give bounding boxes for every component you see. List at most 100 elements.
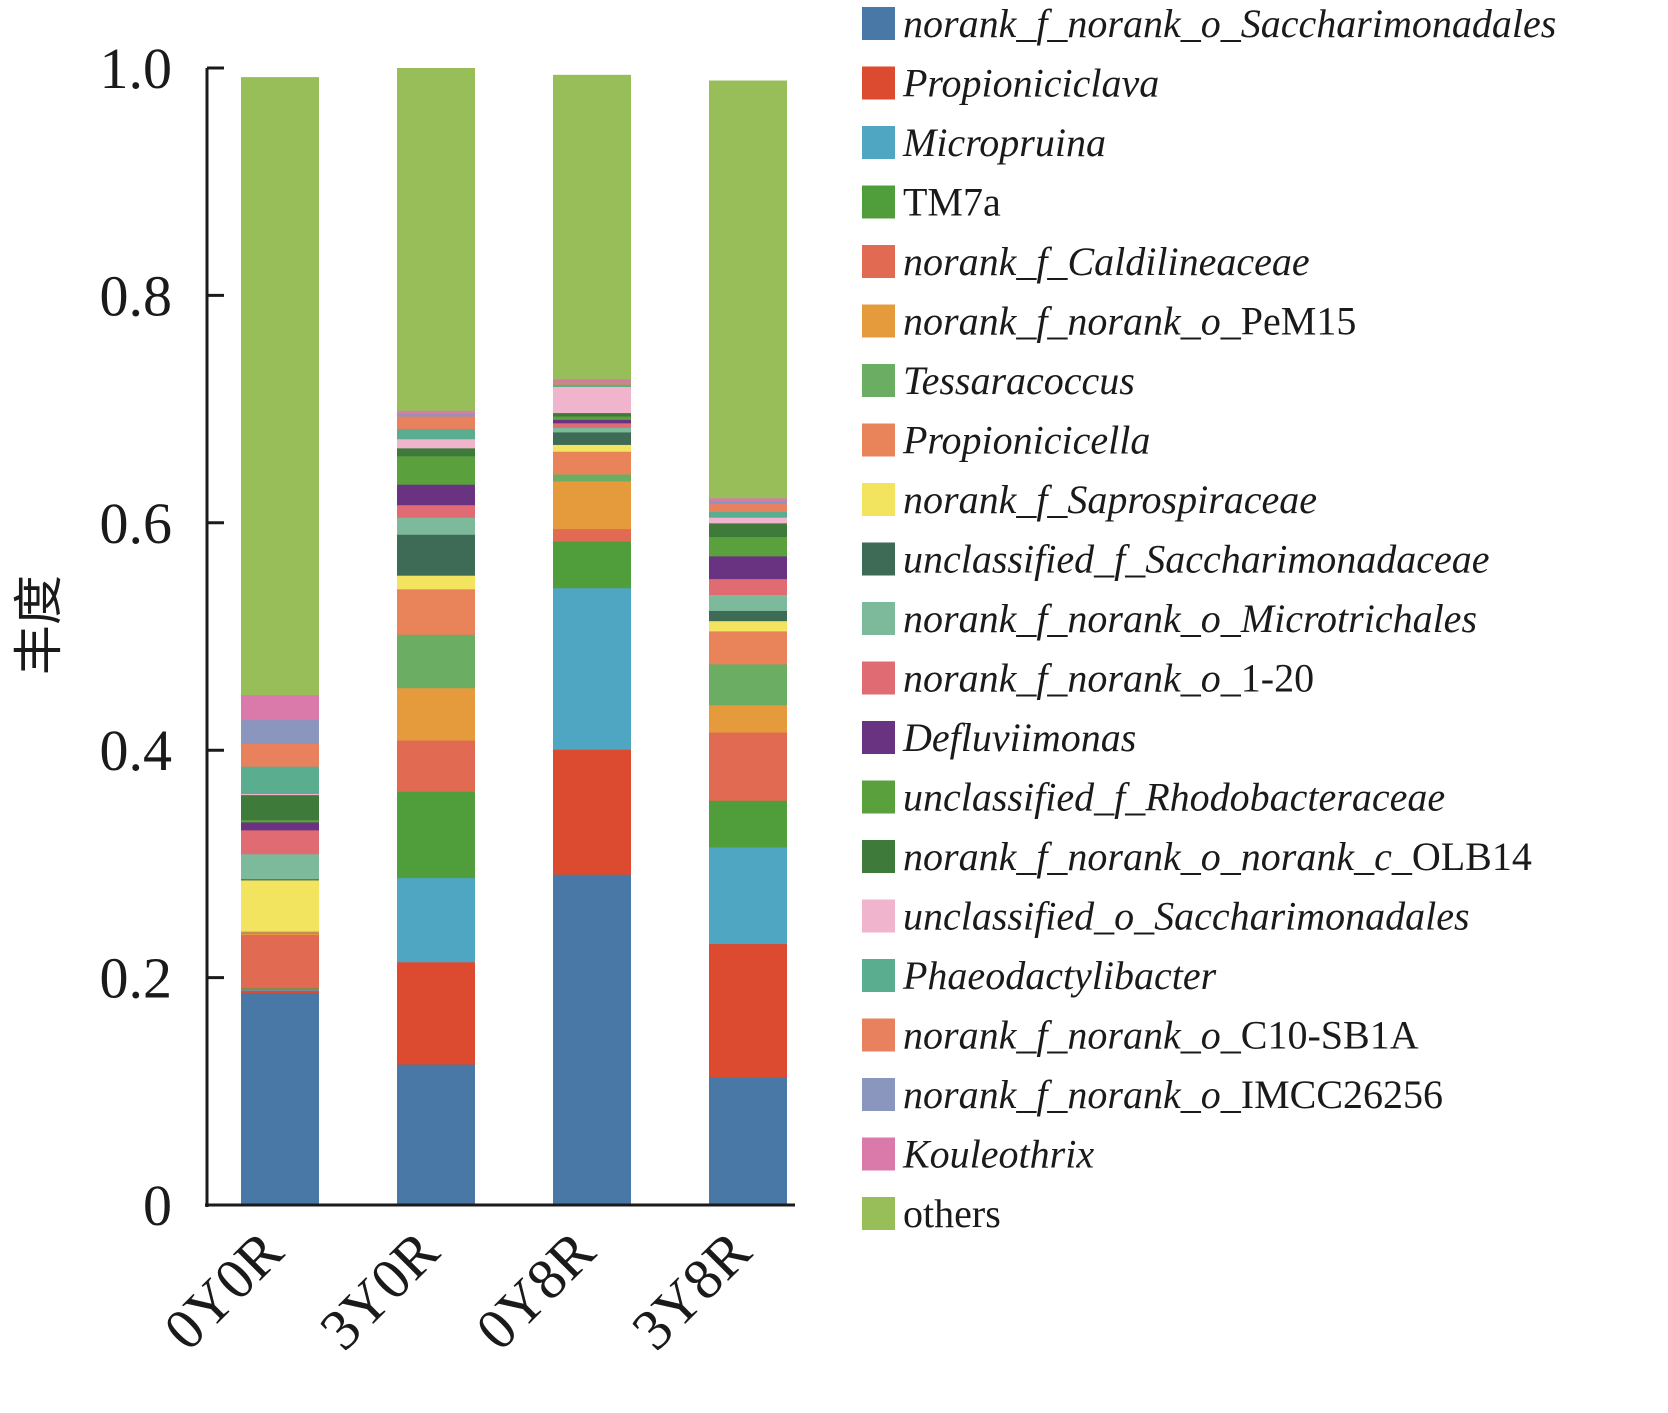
legend-label: norank_f_Saprospiraceae xyxy=(903,477,1317,522)
legend-swatch xyxy=(862,780,895,814)
bar-segment xyxy=(553,378,631,382)
y-tick-label: 0.4 xyxy=(100,718,173,783)
bar-segment xyxy=(709,630,787,665)
bar-segment xyxy=(241,819,319,823)
bar-segment xyxy=(709,1076,787,1206)
bar-segment xyxy=(553,427,631,433)
legend-label: norank_f_norank_o_1-20 xyxy=(903,656,1314,701)
bar-segment xyxy=(553,587,631,750)
bar-stack-3Y8R xyxy=(709,80,787,1206)
legend-entry: norank_f_norank_o_C10-SB1A xyxy=(862,1013,1419,1058)
bar-segment xyxy=(241,853,319,880)
bar-segment xyxy=(709,555,787,580)
x-tick-label: 0Y0R xyxy=(151,1218,295,1362)
legend-label: Kouleothrix xyxy=(902,1132,1094,1177)
bar-segment xyxy=(709,497,787,502)
y-axis: 0 0.2 0.4 0.6 0.8 1.0 xyxy=(100,36,224,1238)
bar-segment xyxy=(553,749,631,875)
bar-segment xyxy=(241,933,319,935)
bar-segment xyxy=(241,743,319,767)
legend-entry: norank_f_norank_o_norank_c_OLB14 xyxy=(862,834,1532,879)
bar-stack-0Y0R xyxy=(241,77,319,1206)
bar-segment xyxy=(709,511,787,518)
bar-segment xyxy=(553,381,631,385)
bar-segment xyxy=(709,594,787,611)
bar-segment xyxy=(553,380,631,383)
legend-label: norank_f_Caldilineaceae xyxy=(903,239,1310,284)
bar-segment xyxy=(709,578,787,596)
bar-segment xyxy=(241,932,319,934)
bar-segment xyxy=(241,934,319,989)
legend-swatch xyxy=(862,899,895,933)
bar-segment xyxy=(397,410,475,415)
bar-segment xyxy=(553,473,631,482)
bar-segment xyxy=(709,620,787,632)
bar-segment xyxy=(397,447,475,457)
bar-segment xyxy=(397,575,475,590)
legend-label: unclassified_o_Saccharimonadales xyxy=(903,894,1470,939)
legend-entry: norank_f_norank_o_1-20 xyxy=(862,656,1314,701)
legend-entry: norank_f_norank_o_Microtrichales xyxy=(862,596,1477,641)
bar-segment xyxy=(709,610,787,622)
legend-entry: Tessaracoccus xyxy=(862,358,1135,403)
bar-segment xyxy=(397,961,475,1065)
legend-entry: Micropruina xyxy=(862,120,1106,165)
bar-segment xyxy=(241,879,319,932)
bar-segment xyxy=(553,419,631,424)
legend-swatch xyxy=(862,7,895,40)
x-tick-label: 0Y8R xyxy=(463,1218,607,1362)
legend-entry: unclassified_f_Rhodobacteraceae xyxy=(862,775,1445,820)
bar-segment xyxy=(709,517,787,524)
legend-entry: Phaeodactylibacter xyxy=(862,953,1217,998)
bar-segment xyxy=(553,431,631,445)
bar-segment xyxy=(709,503,787,513)
legend-entry: norank_f_Saprospiraceae xyxy=(862,477,1317,522)
legend-label: norank_f_norank_o_Microtrichales xyxy=(903,596,1477,641)
bar-segment xyxy=(709,501,787,505)
legend-label: Propioniciclava xyxy=(902,61,1159,106)
bar-segment xyxy=(709,943,787,1078)
legend-label: norank_f_norank_o_C10-SB1A xyxy=(903,1013,1419,1058)
bar-segment xyxy=(241,766,319,795)
legend-label: others xyxy=(903,1191,1001,1236)
legend-swatch xyxy=(862,1078,895,1111)
bar-segment xyxy=(397,687,475,741)
bar-segment xyxy=(553,451,631,475)
bar-segment xyxy=(241,794,319,821)
legend-entry: norank_f_Caldilineaceae xyxy=(862,239,1310,284)
bar-segment xyxy=(553,74,631,380)
bar-segment xyxy=(241,992,319,1206)
bar-segment xyxy=(709,663,787,706)
bar-segment xyxy=(241,990,319,993)
legend-entry: Kouleothrix xyxy=(862,1132,1094,1177)
bar-segment xyxy=(553,386,631,414)
bar-segment xyxy=(241,694,319,721)
legend-label: Propionicicella xyxy=(902,418,1150,463)
bar-stack-3Y0R xyxy=(397,68,475,1206)
legend-label: Micropruina xyxy=(902,120,1106,165)
y-tick-label: 0.6 xyxy=(100,491,173,556)
legend-entry: unclassified_o_Saccharimonadales xyxy=(862,894,1470,939)
legend-swatch xyxy=(862,185,895,219)
legend-label: norank_f_norank_o_norank_c_OLB14 xyxy=(903,834,1532,879)
legend-label: norank_f_norank_o_PeM15 xyxy=(903,299,1356,344)
legend-swatch xyxy=(862,959,895,992)
legend-entry: Propionicicella xyxy=(862,418,1150,463)
bar-segment xyxy=(241,988,319,991)
bar-segment xyxy=(553,540,631,589)
y-tick-label: 1.0 xyxy=(100,36,173,101)
bar-segment xyxy=(709,846,787,945)
legend-swatch xyxy=(862,423,895,457)
y-tick-label: 0 xyxy=(143,1173,172,1238)
legend-entry: norank_f_norank_o_Saccharimonadales xyxy=(862,1,1556,46)
legend-swatch xyxy=(862,542,895,576)
bar-stack-0Y8R xyxy=(553,74,631,1206)
bar-segment xyxy=(709,536,787,557)
legend-entry: TM7a xyxy=(862,180,1001,225)
bar-segment xyxy=(709,522,787,538)
bar-segment xyxy=(241,987,319,990)
bar-segment xyxy=(553,480,631,530)
legend-entry: others xyxy=(862,1191,1001,1236)
bar-segment xyxy=(709,80,787,499)
